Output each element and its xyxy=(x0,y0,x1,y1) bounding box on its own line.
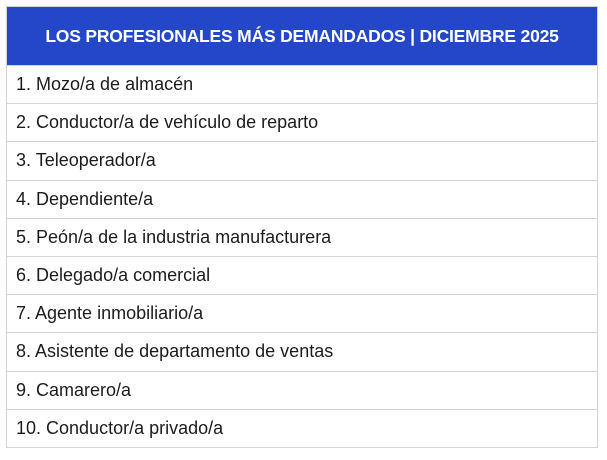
ranking-table: LOS PROFESIONALES MÁS DEMANDADOS | DICIE… xyxy=(6,6,598,448)
table-row: 2. Conductor/a de vehículo de reparto xyxy=(7,103,597,141)
table-row: 7. Agente inmobiliario/a xyxy=(7,294,597,332)
table-row: 3. Teleoperador/a xyxy=(7,141,597,179)
table-row: 5. Peón/a de la industria manufacturera xyxy=(7,217,597,256)
table-title: LOS PROFESIONALES MÁS DEMANDADOS | DICIE… xyxy=(7,7,597,65)
table-row: 4. Dependiente/a xyxy=(7,179,597,218)
table-row: 8. Asistente de departamento de ventas xyxy=(7,332,597,370)
table-row: 9. Camarero/a xyxy=(7,370,597,409)
table-row: 10. Conductor/a privado/a xyxy=(7,408,597,447)
table-row: 1. Mozo/a de almacén xyxy=(7,65,597,103)
table-row: 6. Delegado/a comercial xyxy=(7,255,597,294)
